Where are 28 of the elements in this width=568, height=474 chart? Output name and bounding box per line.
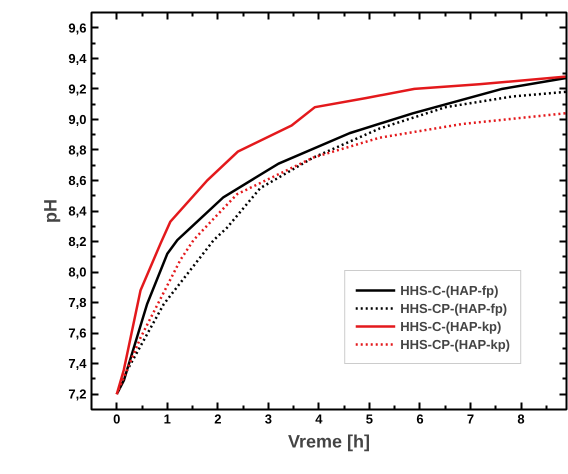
legend-label: HHS-CP-(HAP-kp) xyxy=(400,336,510,353)
x-tick-label: 0 xyxy=(113,412,120,426)
x-tick-label: 5 xyxy=(366,412,374,426)
x-tick-label: 6 xyxy=(416,412,424,426)
y-tick-label: 8,2 xyxy=(68,234,87,250)
y-tick-label: 9,6 xyxy=(68,20,87,36)
x-tick-label: 2 xyxy=(214,412,222,426)
x-tick-label: 1 xyxy=(164,412,171,426)
y-tick-label: 7,6 xyxy=(68,326,87,341)
legend-label: HHS-C-(HAP-kp) xyxy=(400,318,502,335)
y-tick-label: 9,0 xyxy=(68,112,87,127)
legend-label: HHS-CP-(HAP-fp) xyxy=(400,300,508,317)
x-tick-label: 8 xyxy=(517,412,525,426)
y-tick-label: 7,8 xyxy=(68,295,87,310)
y-tick-label: 8,4 xyxy=(68,204,88,218)
y-axis-title: pH xyxy=(40,198,60,223)
x-axis-title: Vreme [h] xyxy=(288,432,370,452)
x-tick-label: 4 xyxy=(315,412,324,426)
y-tick-label: 8,0 xyxy=(68,264,87,280)
y-tick-label: 8,8 xyxy=(68,142,87,158)
y-tick-label: 7,2 xyxy=(68,386,87,402)
legend-label: HHS-C-(HAP-fp) xyxy=(400,282,498,299)
y-tick-label: 7,4 xyxy=(68,356,88,372)
x-tick-label: 7 xyxy=(466,412,474,426)
y-tick-label: 8,6 xyxy=(68,172,87,188)
x-tick-label: 3 xyxy=(264,412,272,426)
y-tick-label: 9,2 xyxy=(68,81,87,96)
y-tick-label: 9,4 xyxy=(68,50,88,66)
